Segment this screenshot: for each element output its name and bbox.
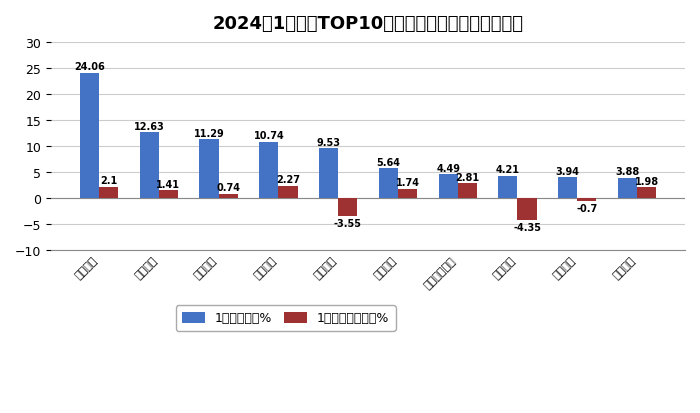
Bar [458,184,477,198]
Bar [99,188,118,198]
Bar [618,178,637,198]
Text: 1.74: 1.74 [395,178,419,188]
Text: 0.74: 0.74 [216,183,240,193]
Bar [259,142,279,198]
Text: -3.55: -3.55 [334,218,362,228]
Bar [159,191,178,198]
Bar [558,178,577,198]
Text: -0.7: -0.7 [576,204,598,214]
Bar [379,169,398,198]
Bar [398,189,417,198]
Bar [517,198,537,221]
Text: 4.21: 4.21 [496,165,520,175]
Bar [578,198,596,202]
Legend: 1月市场份额%, 1月份额同比增减%: 1月市场份额%, 1月份额同比增减% [176,306,395,331]
Text: 2.27: 2.27 [276,175,300,185]
Text: 2.81: 2.81 [455,172,480,182]
Text: -4.35: -4.35 [513,222,541,232]
Bar [80,74,99,198]
Bar [498,176,517,198]
Text: 4.49: 4.49 [436,164,460,173]
Text: 24.06: 24.06 [74,62,105,72]
Text: 1.41: 1.41 [156,179,181,190]
Bar [279,187,298,198]
Text: 2.1: 2.1 [100,176,117,186]
Text: 10.74: 10.74 [253,131,284,141]
Bar [338,198,357,217]
Bar [199,140,218,198]
Text: 9.53: 9.53 [316,138,341,147]
Text: 1.98: 1.98 [635,176,659,186]
Text: 11.29: 11.29 [194,128,225,138]
Bar [439,175,458,198]
Text: 3.94: 3.94 [556,166,580,176]
Text: 3.88: 3.88 [615,166,640,177]
Bar [140,133,159,198]
Bar [637,188,656,198]
Bar [319,149,338,198]
Title: 2024年1月轻卡TOP10车企市场占比及占比同比增减: 2024年1月轻卡TOP10车企市场占比及占比同比增减 [213,15,524,33]
Bar [218,195,238,198]
Text: 12.63: 12.63 [134,121,164,131]
Text: 5.64: 5.64 [377,157,400,167]
